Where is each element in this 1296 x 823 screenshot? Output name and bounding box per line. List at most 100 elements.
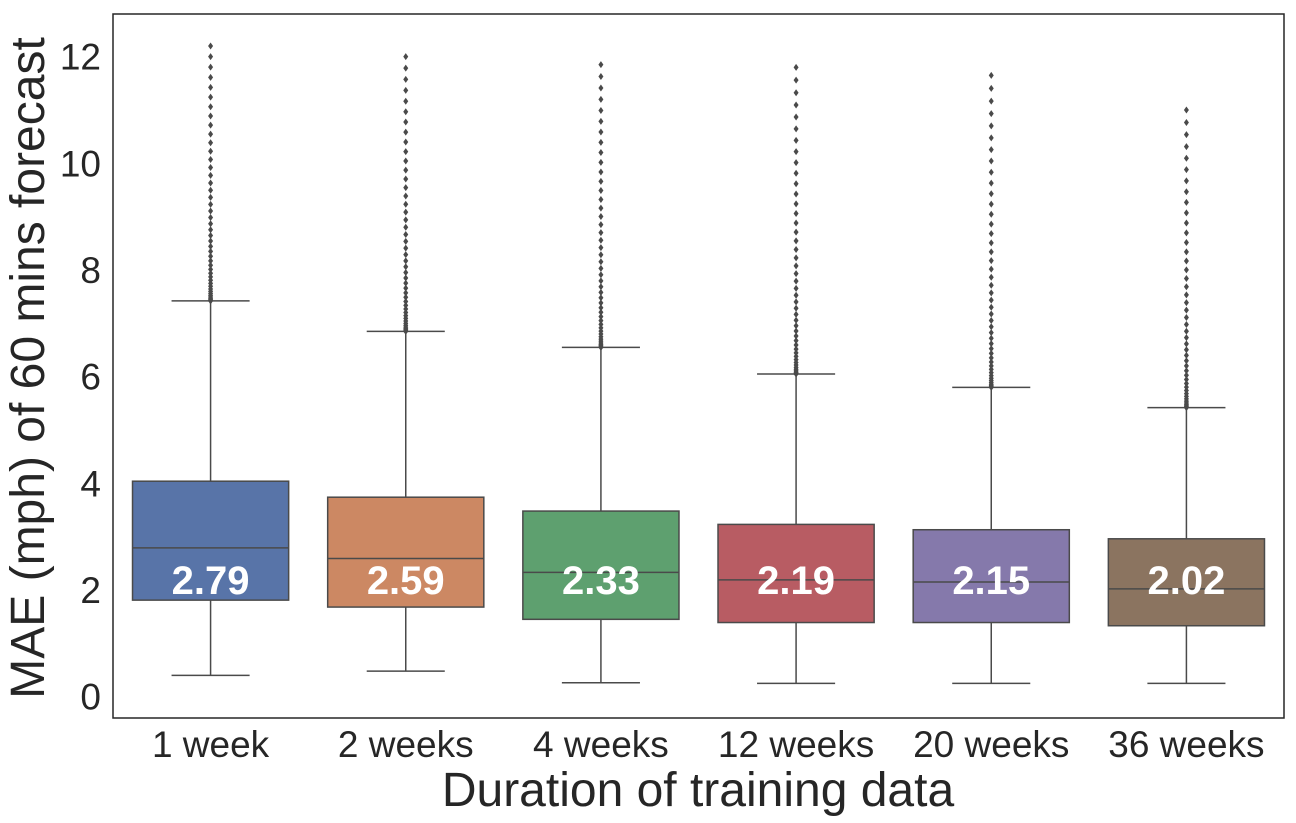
- outlier-point: [988, 248, 994, 256]
- outlier-point: [1183, 283, 1189, 291]
- outlier-point: [208, 265, 214, 273]
- outlier-point: [598, 304, 604, 312]
- outlier-point: [988, 365, 994, 373]
- outlier-point: [988, 296, 994, 304]
- outlier-point: [1183, 177, 1189, 185]
- outlier-point: [208, 130, 214, 138]
- outlier-point: [208, 83, 214, 91]
- outlier-point: [793, 332, 799, 340]
- outlier-point: [1183, 383, 1189, 391]
- median-value-label: 2.15: [952, 559, 1030, 603]
- outlier-point: [598, 128, 604, 136]
- outlier-point: [403, 244, 409, 252]
- outlier-point: [208, 200, 214, 208]
- outlier-point: [793, 284, 799, 292]
- outlier-point: [988, 329, 994, 337]
- outlier-point: [208, 186, 214, 194]
- x-tick-label: 4 weeks: [533, 724, 669, 765]
- outlier-point: [403, 289, 409, 297]
- outlier-point: [793, 270, 799, 278]
- outlier-point: [598, 299, 604, 307]
- outlier-point: [988, 134, 994, 142]
- outlier-point: [208, 179, 214, 187]
- outlier-point: [793, 291, 799, 299]
- outlier-point: [1183, 248, 1189, 256]
- outlier-point: [988, 210, 994, 218]
- outlier-point: [988, 239, 994, 247]
- outlier-point: [1183, 334, 1189, 342]
- outlier-point: [598, 168, 604, 176]
- outlier-point: [208, 93, 214, 101]
- outlier-point: [988, 281, 994, 289]
- outlier-point: [403, 53, 409, 61]
- outlier-point: [403, 75, 409, 83]
- x-axis-label: Duration of training data: [442, 764, 955, 817]
- outlier-point: [793, 125, 799, 133]
- outlier-point: [403, 148, 409, 156]
- outlier-point: [598, 251, 604, 259]
- outlier-point: [598, 195, 604, 203]
- outlier-point: [403, 128, 409, 136]
- iqr-box: [912, 528, 1071, 624]
- outlier-point: [793, 304, 799, 312]
- outlier-point: [1183, 219, 1189, 227]
- outlier-point: [598, 84, 604, 92]
- outlier-point: [793, 210, 799, 218]
- outlier-point: [598, 213, 604, 221]
- outlier-point: [598, 313, 604, 321]
- outlier-point: [403, 64, 409, 72]
- outlier-point: [208, 242, 214, 250]
- y-tick-label: 2: [80, 570, 101, 611]
- outlier-point: [793, 200, 799, 208]
- y-axis-label: MAE (mph) of 60 mins forecast: [2, 37, 55, 699]
- outlier-point: [403, 297, 409, 305]
- outlier-point: [598, 236, 604, 244]
- y-tick-label: 6: [80, 357, 101, 398]
- outlier-point: [988, 349, 994, 357]
- outlier-point: [598, 117, 604, 125]
- outlier-point: [793, 316, 799, 324]
- outlier-point: [403, 86, 409, 94]
- x-axis-ticks: 1 week 2 weeks 4 weeks 12 weeks 20 weeks 36 w…: [152, 724, 1265, 765]
- outlier-point: [1183, 351, 1189, 359]
- outlier-point: [793, 262, 799, 270]
- outlier-point: [1183, 357, 1189, 365]
- outlier-point: [988, 303, 994, 311]
- outlier-point: [1183, 291, 1189, 299]
- outlier-point: [793, 277, 799, 285]
- outlier-point: [403, 257, 409, 265]
- outlier-point: [598, 288, 604, 296]
- outlier-point: [1183, 306, 1189, 314]
- outlier-point: [793, 136, 799, 144]
- outlier-point: [403, 305, 409, 313]
- outlier-point: [208, 73, 214, 81]
- outlier-point: [988, 257, 994, 265]
- box-group: 2.79: [131, 42, 290, 677]
- outlier-point: [598, 204, 604, 212]
- y-tick-label: 8: [80, 250, 101, 291]
- outlier-point: [988, 110, 994, 118]
- outlier-point: [403, 216, 409, 224]
- outlier-point: [793, 148, 799, 156]
- outlier-point: [208, 42, 214, 50]
- x-tick-label: 1 week: [152, 724, 270, 765]
- outlier-point: [598, 148, 604, 156]
- iqr-box: [131, 480, 290, 601]
- outlier-point: [988, 122, 994, 130]
- outlier-point: [403, 97, 409, 105]
- outlier-point: [208, 257, 214, 265]
- outlier-point: [598, 61, 604, 69]
- outlier-point: [793, 322, 799, 330]
- outlier-point: [988, 157, 994, 165]
- outlier-point: [793, 219, 799, 227]
- outlier-point: [208, 121, 214, 129]
- outlier-point: [988, 230, 994, 238]
- outlier-point: [208, 273, 214, 281]
- outlier-point: [1183, 154, 1189, 162]
- outlier-point: [793, 228, 799, 236]
- outlier-point: [208, 220, 214, 228]
- x-tick-label: 2 weeks: [338, 724, 474, 765]
- outlier-point: [208, 156, 214, 164]
- outlier-point: [988, 84, 994, 92]
- y-tick-label: 4: [80, 463, 101, 504]
